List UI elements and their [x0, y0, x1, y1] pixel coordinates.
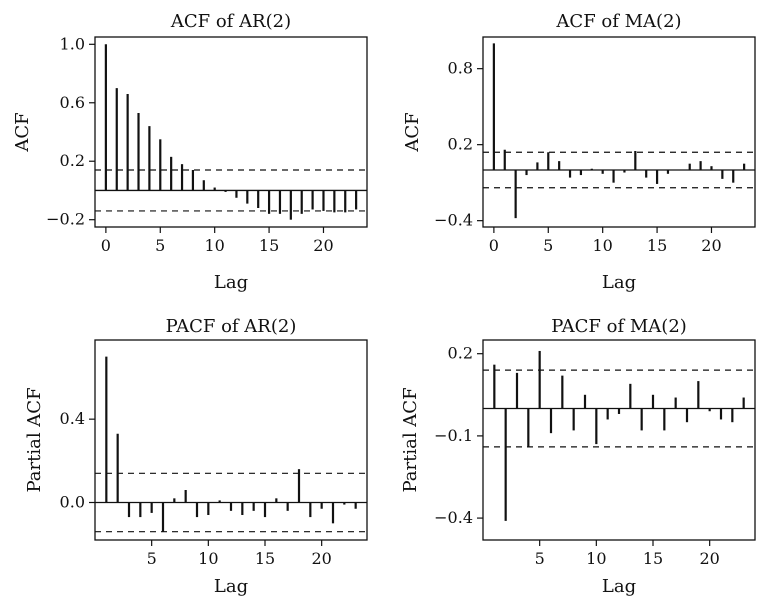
x-tick-label: 0 [101, 236, 111, 255]
x-tick-label: 20 [311, 549, 331, 568]
plot-area: 0 5 10 15 20 1.0 0.6 0.2 −0.2 [46, 34, 368, 255]
panel-pacf-ar2: PACF of AR(2) Lag Partial ACF 5 10 15 20 0.4… [24, 316, 368, 597]
y-tick-label: 0.2 [448, 135, 473, 154]
y-tick-label: 0.8 [448, 59, 473, 78]
x-tick-label: 20 [699, 549, 719, 568]
panel-acf-ar2: ACF of AR(2) Lag ACF 0 5 10 15 20 1.0 0.6 0.2 −0… [12, 11, 368, 293]
x-tick-label: 0 [489, 236, 499, 255]
x-tick-label: 5 [147, 549, 157, 568]
x-axis-label: Lag [602, 576, 636, 597]
y-axis-label: ACF [402, 112, 423, 152]
plot-frame [482, 36, 756, 228]
x-tick-label: 20 [701, 236, 721, 255]
x-tick-label: 15 [255, 549, 275, 568]
y-tick-label: −0.4 [434, 211, 473, 230]
y-tick-label: −0.4 [434, 508, 473, 527]
y-tick-label: 1.0 [60, 34, 85, 53]
panel-acf-ma2: ACF of MA(2) Lag ACF 0 5 10 15 20 0.8 0.2 −0.4 [402, 11, 756, 293]
x-tick-label: 15 [259, 236, 279, 255]
x-tick-label: 10 [205, 236, 225, 255]
x-tick-label: 5 [155, 236, 165, 255]
y-tick-label: 0.2 [60, 151, 85, 170]
x-tick-label: 5 [543, 236, 553, 255]
y-tick-label: −0.2 [46, 210, 85, 229]
y-tick-label: 0.2 [448, 344, 473, 363]
chart-title: ACF of MA(2) [555, 11, 681, 32]
plot-area: 5 10 15 20 0.2 −0.1 −0.4 [434, 339, 756, 568]
y-tick-label: 0.4 [60, 409, 85, 428]
x-tick-label: 10 [593, 236, 613, 255]
x-tick-label: 15 [643, 549, 663, 568]
plot-area: 5 10 15 20 0.4 0.0 [60, 339, 368, 568]
x-axis-label: Lag [214, 576, 248, 597]
x-tick-label: 5 [535, 549, 545, 568]
plot-frame [94, 36, 368, 228]
y-tick-label: 0.6 [60, 93, 85, 112]
panel-pacf-ma2: PACF of MA(2) Lag Partial ACF 5 10 15 20 0.2… [400, 316, 756, 597]
x-tick-label: 15 [647, 236, 667, 255]
plot-area: 0 5 10 15 20 0.8 0.2 −0.4 [434, 36, 756, 255]
y-axis-label: Partial ACF [24, 387, 45, 492]
x-tick-label: 10 [198, 549, 218, 568]
x-axis-label: Lag [214, 272, 248, 293]
plot-frame [94, 339, 368, 541]
y-tick-label: −0.1 [434, 426, 473, 445]
x-axis-label: Lag [602, 272, 636, 293]
y-axis-label: ACF [12, 112, 33, 152]
x-tick-label: 20 [313, 236, 333, 255]
chart-title: PACF of AR(2) [166, 316, 297, 337]
y-axis-label: Partial ACF [400, 387, 421, 492]
x-tick-label: 10 [586, 549, 606, 568]
plot-frame [482, 339, 756, 541]
chart-title: ACF of AR(2) [170, 11, 291, 32]
chart-title: PACF of MA(2) [551, 316, 687, 337]
y-tick-label: 0.0 [60, 493, 85, 512]
